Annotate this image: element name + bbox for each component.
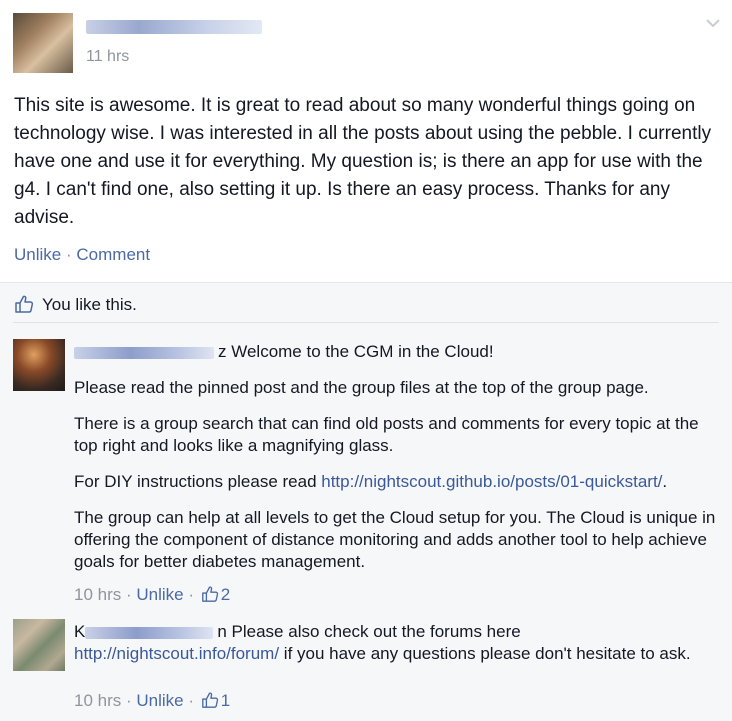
- thumbs-up-icon: [15, 295, 34, 313]
- comment-text-segment: .: [662, 472, 668, 491]
- thumbs-up-icon: [201, 692, 218, 708]
- separator: ·: [188, 585, 195, 604]
- post-body: This site is awesome. It is great to rea…: [14, 95, 712, 228]
- comments-section: You like this. z Welcome to the CGM in t…: [0, 282, 732, 721]
- separator: ·: [125, 585, 132, 604]
- comment-unlike-link[interactable]: Unlike: [136, 585, 184, 604]
- comment-like-count[interactable]: 2: [220, 585, 231, 604]
- commenter-name-suffix[interactable]: z: [218, 342, 227, 361]
- quickstart-link[interactable]: http://nightscout.github.io/posts/01-qui…: [321, 472, 663, 491]
- likes-text: You like this.: [42, 295, 137, 314]
- comment-like-count[interactable]: 1: [220, 691, 231, 710]
- comment-first-line: Welcome to the CGM in the Cloud!: [226, 342, 494, 361]
- comment-paragraph: Please read the pinned post and the grou…: [74, 378, 649, 397]
- comment-text-segment: For DIY instructions please read: [74, 472, 322, 491]
- author-avatar[interactable]: [13, 13, 73, 73]
- comment-timestamp[interactable]: 10 hrs: [74, 585, 122, 604]
- comment-text-segment: if you have any questions please don't h…: [279, 644, 691, 663]
- post-timestamp[interactable]: 11 hrs: [86, 48, 130, 65]
- comment-text: z Welcome to the CGM in the Cloud! Pleas…: [74, 341, 724, 587]
- unlike-link[interactable]: Unlike: [14, 245, 62, 264]
- comment-paragraph: The group can help at all levels to get …: [74, 508, 716, 571]
- comment-meta: 10 hrs · Unlike · 2: [74, 585, 230, 605]
- author-name-redacted[interactable]: [86, 20, 262, 34]
- thumbs-up-icon: [201, 586, 218, 602]
- comment-paragraph: There is a group search that can find ol…: [74, 414, 699, 455]
- post-card: 11 hrs This site is awesome. It is great…: [0, 0, 732, 282]
- comment-first-line: Please also check out the forums here: [226, 622, 521, 641]
- comment-timestamp[interactable]: 10 hrs: [74, 691, 122, 710]
- commenter-name-redacted[interactable]: [74, 346, 214, 359]
- chevron-down-icon[interactable]: [704, 14, 722, 32]
- separator: ·: [188, 691, 195, 710]
- comment-unlike-link[interactable]: Unlike: [136, 691, 184, 710]
- comment-meta: 10 hrs · Unlike · 1: [74, 691, 230, 711]
- commenter-name-prefix[interactable]: K: [74, 622, 86, 641]
- commenter-name-redacted[interactable]: [85, 626, 214, 639]
- separator: ·: [125, 691, 132, 710]
- commenter-name-suffix[interactable]: n: [217, 622, 227, 641]
- comment-link[interactable]: Comment: [76, 245, 151, 264]
- commenter-avatar[interactable]: [13, 619, 65, 671]
- separator: ·: [65, 245, 72, 264]
- commenter-avatar[interactable]: [13, 339, 65, 391]
- likes-summary: You like this.: [0, 283, 732, 323]
- forum-link[interactable]: http://nightscout.info/forum/: [74, 644, 280, 663]
- divider: [13, 322, 719, 323]
- post-actions: Unlike · Comment: [14, 245, 150, 265]
